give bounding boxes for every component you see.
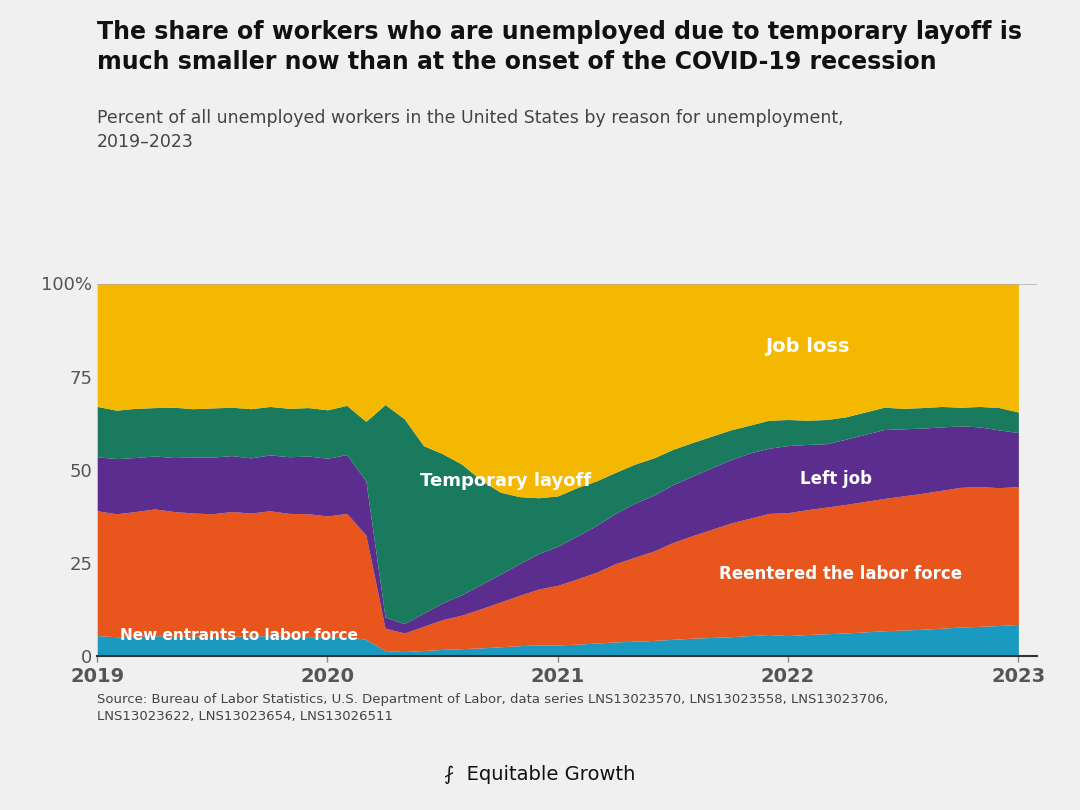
Text: Left job: Left job bbox=[799, 470, 872, 488]
Text: New entrants to labor force: New entrants to labor force bbox=[120, 628, 359, 643]
Text: Reentered the labor force: Reentered the labor force bbox=[719, 565, 962, 583]
Text: Source: Bureau of Labor Statistics, U.S. Department of Labor, data series LNS130: Source: Bureau of Labor Statistics, U.S.… bbox=[97, 693, 889, 723]
Text: The share of workers who are unemployed due to temporary layoff is
much smaller : The share of workers who are unemployed … bbox=[97, 20, 1022, 74]
Text: ⨏  Equitable Growth: ⨏ Equitable Growth bbox=[444, 765, 636, 784]
Text: Percent of all unemployed workers in the United States by reason for unemploymen: Percent of all unemployed workers in the… bbox=[97, 109, 843, 151]
Text: Temporary layoff: Temporary layoff bbox=[420, 472, 591, 490]
Text: Job loss: Job loss bbox=[765, 337, 850, 356]
